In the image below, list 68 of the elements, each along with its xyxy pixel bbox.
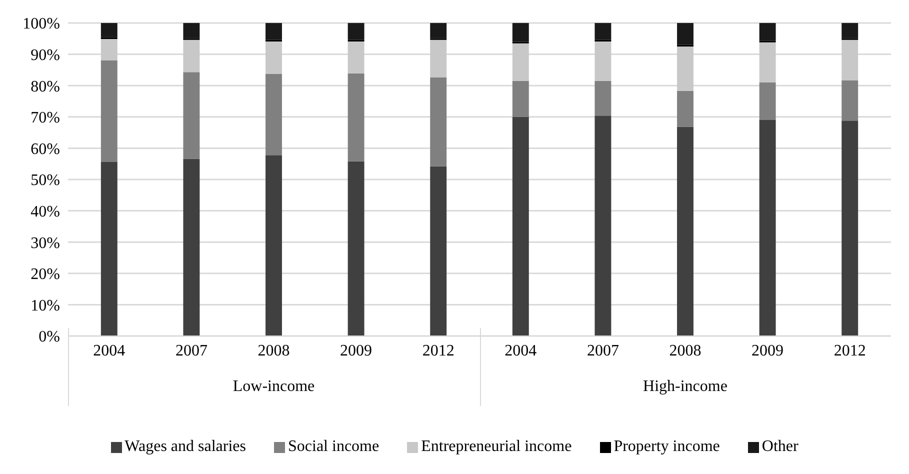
- bar: [348, 161, 364, 336]
- bar: [759, 120, 776, 336]
- y-tick-label: 50%: [30, 172, 60, 190]
- bar: [430, 166, 447, 336]
- bar: [842, 40, 858, 80]
- y-tick-label: 70%: [30, 110, 60, 127]
- group-label: Low-income: [232, 378, 316, 396]
- bar: [430, 40, 447, 78]
- bar: [759, 23, 776, 41]
- y-tick-label: 90%: [30, 46, 60, 64]
- bar: [759, 82, 776, 120]
- bar: [430, 23, 447, 38]
- bar: [266, 23, 282, 40]
- bar: [183, 158, 200, 336]
- bar: [348, 23, 364, 40]
- x-tick-label: 2004: [93, 342, 126, 360]
- legend-label: Social income: [288, 438, 380, 456]
- bar: [183, 72, 200, 159]
- y-tick-label: 20%: [30, 266, 60, 284]
- group-label: High-income: [642, 378, 728, 396]
- x-tick-label: 2008: [669, 342, 702, 360]
- y-tick-label: 10%: [30, 297, 60, 314]
- legend-label: Other: [762, 438, 798, 456]
- x-tick-label: 2009: [340, 342, 372, 360]
- x-tick-label: 2008: [258, 342, 290, 360]
- y-tick-label: 0%: [38, 328, 60, 346]
- bar: [183, 40, 200, 72]
- bar: [677, 90, 694, 127]
- y-tick-label: 60%: [30, 140, 60, 158]
- legend-label: Property income: [614, 438, 720, 456]
- y-tick-label: 100%: [22, 16, 60, 33]
- bar: [594, 116, 612, 336]
- x-tick-label: 2012: [422, 342, 454, 360]
- y-tick-label: 80%: [30, 78, 60, 96]
- y-tick-label: 40%: [30, 203, 60, 220]
- legend-label: Entrepreneurial income: [421, 438, 572, 456]
- bar: [430, 77, 447, 166]
- bar: [348, 41, 364, 74]
- bar: [594, 80, 612, 116]
- bar: [348, 73, 364, 162]
- y-tick-label: 30%: [30, 234, 60, 252]
- bar: [842, 120, 858, 336]
- bar: [266, 155, 282, 336]
- bar: [677, 23, 694, 45]
- bar: [512, 23, 529, 42]
- x-tick-label: 2009: [752, 342, 784, 360]
- bar: [594, 23, 612, 40]
- bar: [512, 80, 529, 117]
- bar: [677, 46, 694, 91]
- bar: [266, 74, 282, 156]
- bar: [100, 162, 118, 336]
- bar: [842, 23, 858, 38]
- bar: [266, 41, 282, 74]
- bar: [677, 126, 694, 336]
- bar: [759, 42, 776, 82]
- x-tick-label: 2012: [834, 342, 866, 360]
- bar: [512, 43, 529, 81]
- x-tick-label: 2007: [586, 342, 619, 360]
- bar: [100, 38, 118, 60]
- legend-label: Wages and salaries: [124, 438, 246, 456]
- bar: [512, 116, 529, 336]
- bar: [842, 80, 858, 121]
- bar: [183, 23, 200, 38]
- bar: [100, 23, 118, 38]
- bar: [594, 41, 612, 81]
- bar: [100, 60, 118, 162]
- x-tick-label: 2004: [504, 342, 537, 360]
- x-tick-label: 2007: [175, 342, 208, 360]
